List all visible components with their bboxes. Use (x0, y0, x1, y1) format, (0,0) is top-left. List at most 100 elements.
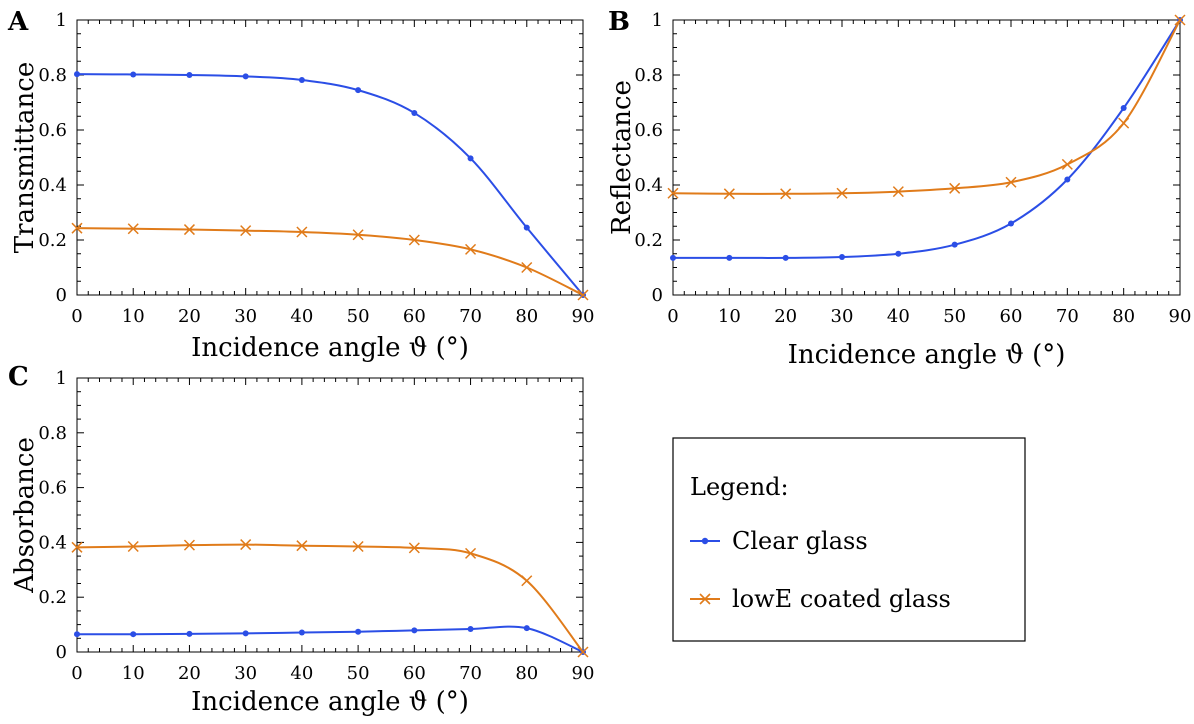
panel-letter: A (7, 7, 29, 37)
y-tick-label: 0.4 (634, 175, 663, 196)
data-point-lowe-glass (352, 229, 364, 241)
x-tick-label: 90 (572, 306, 595, 327)
data-point-clear-glass (839, 254, 845, 261)
data-point-lowe-glass (1005, 176, 1017, 188)
data-point-clear-glass (523, 224, 530, 231)
data-point-clear-glass (1120, 105, 1127, 111)
data-point-lowe-glass (240, 225, 252, 237)
data-point-lowe-glass (723, 188, 735, 200)
data-point-clear-glass (895, 250, 902, 257)
data-point-lowe-glass (183, 224, 195, 236)
data-point-clear-glass (186, 72, 193, 78)
data-point-lowe-glass (1061, 158, 1073, 170)
x-tick-label: 20 (774, 306, 797, 327)
data-point-clear-glass (242, 73, 249, 80)
panel-a: 0 10 20 30 40 50 60 70 80 90 0 0.2 0.4 0.6 0.8 1 Inciden… (7, 7, 594, 363)
legend-title: Legend: (690, 473, 789, 501)
data-point-clear-glass (782, 254, 789, 261)
data-point-clear-glass (130, 71, 137, 78)
y-tick-label: 0.8 (634, 65, 663, 86)
data-point-lowe-glass (296, 226, 308, 238)
y-tick-label: 0 (652, 285, 663, 306)
x-tick-label: 70 (459, 306, 482, 327)
x-tick-label: 80 (515, 663, 538, 684)
data-point-lowe-glass (71, 222, 83, 234)
data-point-clear-glass (670, 254, 676, 261)
y-tick-label: 0.4 (38, 175, 67, 196)
x-tick-label: 60 (403, 306, 426, 327)
x-tick-label: 80 (515, 306, 538, 327)
y-axis-title: Reflectance (607, 80, 637, 235)
y-tick-label: 0 (56, 285, 67, 306)
x-tick-label: 50 (943, 306, 966, 327)
y-axis-title: Absorbance (10, 437, 40, 594)
plot-frame (672, 19, 1181, 296)
y-tick-label: 0 (56, 642, 67, 663)
legend-marker-dot (701, 537, 709, 545)
data-point-clear-glass (298, 76, 305, 83)
x-tick-label: 80 (1112, 306, 1135, 327)
data-point-lowe-glass (71, 541, 83, 553)
data-point-clear-glass (467, 625, 474, 632)
y-tick-label: 1 (56, 10, 67, 31)
data-point-lowe-glass (408, 542, 420, 554)
data-point-lowe-glass (577, 646, 589, 658)
legend-marker-x (699, 593, 711, 605)
data-point-clear-glass (1064, 176, 1071, 183)
x-tick-label: 10 (122, 306, 145, 327)
panel-letter: B (608, 7, 630, 37)
legend-box: Legend: Clear glass lowE coated glass (672, 437, 1026, 642)
x-tick-label: 20 (178, 306, 201, 327)
legend-label-clear-glass: Clear glass (732, 527, 868, 555)
data-point-clear-glass (355, 87, 362, 94)
data-point-lowe-glass (521, 575, 533, 587)
plot-frame (76, 19, 584, 296)
x-tick-label: 0 (71, 306, 82, 327)
y-tick-label: 0.2 (38, 230, 67, 251)
chart-panels: 0 10 20 30 40 50 60 70 80 9000.20.40.60.81Inciden… (7, 7, 1191, 717)
data-point-lowe-glass (667, 187, 679, 199)
data-point-clear-glass (523, 625, 530, 632)
y-tick-label: 0.6 (38, 120, 67, 141)
x-tick-label: 50 (347, 306, 370, 327)
x-tick-label: 90 (1169, 306, 1192, 327)
y-axis-title: Transmittance (10, 62, 40, 253)
panel-letter: C (8, 362, 29, 392)
data-point-lowe-glass (352, 540, 364, 553)
data-point-clear-glass (74, 631, 80, 638)
data-point-lowe-glass (521, 261, 533, 274)
data-point-lowe-glass (240, 539, 252, 551)
y-tick-label: 0.6 (634, 120, 663, 141)
y-tick-label: 0.6 (38, 478, 67, 499)
data-point-clear-glass (1008, 220, 1014, 227)
x-tick-label: 30 (234, 663, 257, 684)
x-tick-label: 30 (234, 306, 257, 327)
x-tick-label: 30 (831, 306, 854, 327)
y-tick-label: 1 (56, 368, 67, 389)
data-point-clear-glass (411, 109, 418, 116)
data-point-lowe-glass (836, 187, 848, 199)
x-tick-label: 0 (667, 306, 678, 327)
x-tick-label: 60 (1000, 306, 1023, 327)
x-axis-title: Incidence angle ϑ (°) (191, 687, 469, 717)
x-tick-label: 50 (347, 663, 370, 684)
data-point-clear-glass (467, 155, 474, 162)
legend-label-lowe-glass: lowE coated glass (732, 585, 951, 613)
y-tick-label: 0.2 (634, 230, 663, 251)
data-point-lowe-glass (465, 547, 477, 559)
data-point-clear-glass (130, 631, 137, 638)
legend-entry-clear-glass: Clear glass (690, 527, 868, 555)
data-point-clear-glass (411, 627, 418, 634)
x-axis-title: Incidence angle ϑ (°) (788, 340, 1066, 370)
data-point-lowe-glass (408, 234, 420, 246)
x-axis-title: Incidence angle ϑ (°) (191, 333, 469, 363)
x-tick-label: 90 (572, 663, 595, 684)
data-point-lowe-glass (127, 540, 139, 553)
x-tick-label: 0 (71, 663, 82, 684)
data-point-clear-glass (726, 254, 733, 261)
panel-b: 0 10 20 30 40 50 60 70 80 90 0 0.2 0.4 0.6 0.8 1 Inciden… (607, 7, 1191, 370)
data-point-lowe-glass (949, 182, 961, 194)
legend-entry-lowe-glass: lowE coated glass (690, 585, 951, 613)
data-point-lowe-glass (892, 186, 904, 198)
legend-frame (672, 437, 1026, 642)
